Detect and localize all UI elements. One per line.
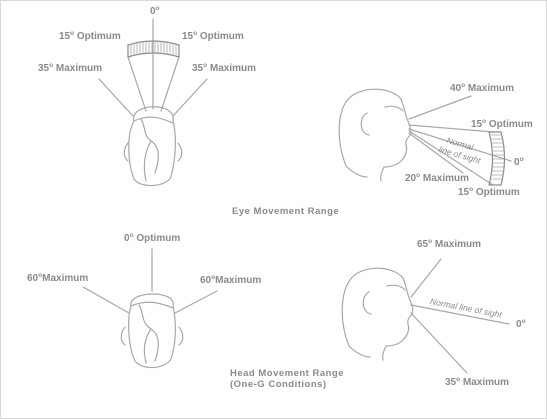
head-side-view-head <box>341 267 414 361</box>
head-top-right-maximum-label: 60oMaximum <box>200 274 262 286</box>
eye-top-view-rays <box>98 18 208 117</box>
eye-side-down-optimum-label: 15o Optimum <box>458 186 520 198</box>
eye-top-view-optimum-arc <box>127 40 180 58</box>
head-side-view-rays <box>410 258 510 374</box>
eye-side-view-rays <box>408 95 512 186</box>
eye-top-view-head <box>123 106 183 187</box>
eye-side-up-maximum-label: 40o Maximum <box>450 82 515 94</box>
eye-side-view-head <box>338 88 412 182</box>
eye-side-view-optimum-band <box>488 131 506 186</box>
eye-section-caption: Eye Movement Range <box>232 206 340 217</box>
head-side-center-label: 0o <box>516 318 526 330</box>
eye-side-up-optimum-label: 15o Optimum <box>471 118 533 130</box>
eye-top-right-optimum-label: 15o Optimum <box>182 30 244 42</box>
eye-top-center-label: 0o <box>150 5 160 17</box>
head-top-left-maximum-label: 60oMaximum <box>27 272 89 284</box>
head-side-down-maximum-label: 35o Maximum <box>445 376 510 388</box>
head-top-view-head <box>120 293 184 369</box>
head-top-center-label: 0o Optimum <box>124 232 181 244</box>
eye-side-center-label: 0o <box>514 156 524 168</box>
head-section-caption-2: (One-G Conditions) <box>230 379 327 390</box>
head-side-up-maximum-label: 65o Maximum <box>417 238 482 250</box>
head-top-view-rays <box>82 248 218 314</box>
eye-top-right-maximum-label: 35o Maximum <box>192 62 257 74</box>
eye-top-left-optimum-label: 15o Optimum <box>59 30 121 42</box>
eye-side-down-maximum-label: 20o Maximum <box>405 172 470 184</box>
head-section-caption-1: Head Movement Range <box>230 368 345 379</box>
eye-top-left-maximum-label: 35o Maximum <box>38 62 103 74</box>
